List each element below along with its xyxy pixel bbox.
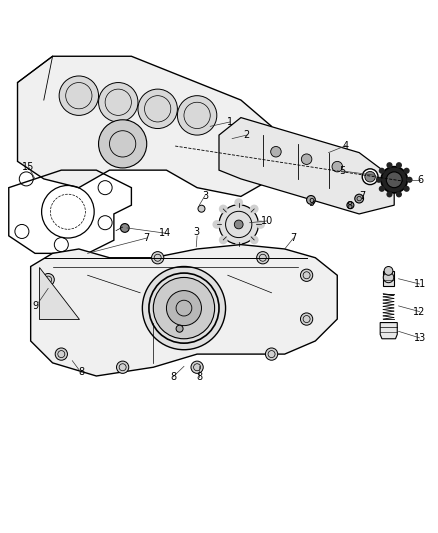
Circle shape	[176, 325, 183, 332]
Text: 5: 5	[339, 166, 346, 176]
Circle shape	[406, 177, 413, 183]
Polygon shape	[219, 118, 394, 214]
Circle shape	[383, 272, 394, 282]
Circle shape	[219, 236, 228, 244]
Circle shape	[381, 167, 407, 193]
Circle shape	[250, 236, 258, 244]
Circle shape	[257, 252, 269, 264]
Circle shape	[250, 205, 258, 213]
Text: 8: 8	[78, 367, 84, 377]
Circle shape	[256, 220, 265, 229]
Circle shape	[365, 172, 375, 182]
Text: 6: 6	[417, 175, 424, 185]
Circle shape	[300, 269, 313, 281]
Circle shape	[234, 242, 243, 251]
Text: 12: 12	[413, 306, 426, 317]
Circle shape	[384, 266, 393, 275]
Polygon shape	[18, 56, 272, 197]
Circle shape	[212, 220, 221, 229]
Text: 8: 8	[196, 372, 202, 382]
Circle shape	[271, 147, 281, 157]
Polygon shape	[39, 266, 79, 319]
Circle shape	[396, 162, 402, 168]
Circle shape	[362, 169, 378, 184]
Circle shape	[386, 172, 402, 188]
Circle shape	[301, 154, 312, 165]
Text: 2: 2	[244, 130, 250, 140]
Circle shape	[191, 361, 203, 374]
Text: 8: 8	[346, 201, 353, 211]
Circle shape	[355, 194, 364, 203]
Circle shape	[234, 198, 243, 207]
Circle shape	[332, 161, 343, 172]
Circle shape	[379, 185, 385, 192]
Circle shape	[386, 191, 392, 197]
Circle shape	[120, 223, 129, 232]
Circle shape	[403, 168, 410, 174]
Circle shape	[219, 205, 258, 244]
Circle shape	[376, 177, 382, 183]
Circle shape	[99, 83, 138, 122]
Polygon shape	[380, 322, 397, 339]
Circle shape	[59, 76, 99, 115]
Circle shape	[152, 252, 164, 264]
Circle shape	[138, 89, 177, 128]
Text: 15: 15	[22, 161, 35, 172]
Circle shape	[142, 266, 226, 350]
Circle shape	[396, 191, 402, 197]
Text: 7: 7	[144, 233, 150, 243]
Circle shape	[300, 313, 313, 325]
Circle shape	[166, 290, 201, 326]
Text: 8: 8	[170, 372, 176, 382]
Circle shape	[55, 348, 67, 360]
Text: 13: 13	[413, 333, 426, 343]
Text: 9: 9	[33, 301, 39, 311]
Text: 3: 3	[202, 190, 208, 200]
Text: 1: 1	[227, 117, 233, 127]
Circle shape	[379, 168, 385, 174]
Circle shape	[177, 96, 217, 135]
Circle shape	[153, 278, 215, 339]
Circle shape	[117, 361, 129, 374]
Circle shape	[99, 120, 147, 168]
Circle shape	[234, 220, 243, 229]
Polygon shape	[31, 245, 337, 376]
Circle shape	[265, 348, 278, 360]
Circle shape	[347, 201, 354, 209]
Text: 7: 7	[290, 233, 297, 243]
Circle shape	[219, 205, 228, 213]
Text: 9: 9	[308, 198, 314, 208]
Text: 10: 10	[261, 216, 273, 226]
Text: 7: 7	[359, 190, 365, 200]
Circle shape	[403, 185, 410, 192]
Circle shape	[307, 196, 315, 204]
Circle shape	[386, 162, 392, 168]
Text: 4: 4	[343, 141, 349, 151]
Circle shape	[198, 205, 205, 212]
Circle shape	[42, 273, 54, 286]
Polygon shape	[383, 271, 394, 286]
Text: 11: 11	[413, 279, 426, 289]
Text: 3: 3	[193, 228, 199, 237]
Text: 14: 14	[159, 228, 172, 238]
